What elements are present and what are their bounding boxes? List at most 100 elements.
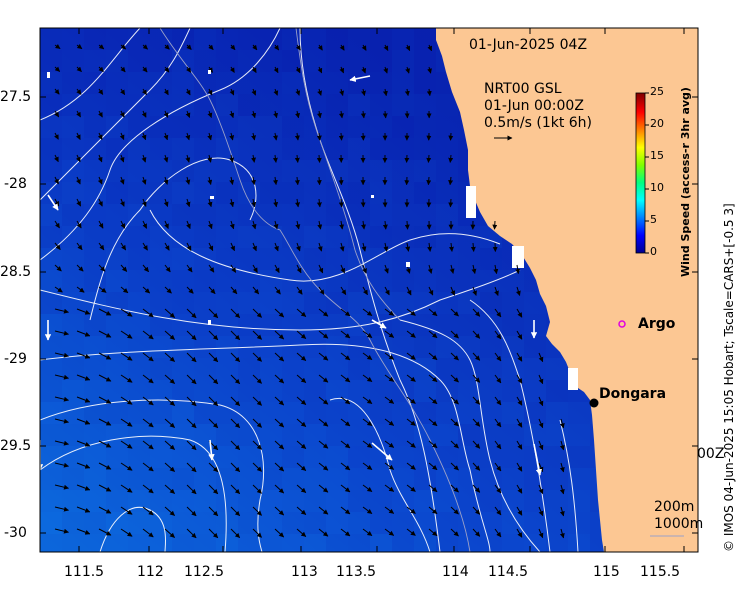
current-vector — [318, 264, 324, 274]
current-vector — [362, 528, 373, 537]
current-vector — [163, 132, 169, 141]
speed-cell — [128, 490, 150, 512]
current-vector — [208, 264, 215, 273]
speed-cell — [458, 468, 480, 490]
current-vector — [472, 352, 481, 361]
speed-cell — [172, 512, 194, 534]
speed-cell — [194, 512, 216, 534]
current-vector — [538, 528, 544, 539]
speed-cell — [106, 490, 128, 512]
current-vector — [274, 44, 280, 51]
current-vector — [361, 220, 366, 230]
speed-cell — [326, 116, 348, 138]
speed-cell — [458, 358, 480, 380]
speed-cell — [392, 204, 414, 226]
speed-cell — [348, 424, 370, 446]
speed-cell — [568, 534, 590, 552]
current-vector — [448, 198, 454, 208]
current-vector — [318, 418, 329, 427]
speed-cell — [260, 138, 282, 160]
current-vector — [340, 528, 351, 537]
current-vector — [186, 264, 193, 273]
speed-cell — [282, 512, 304, 534]
current-vector — [538, 506, 544, 517]
x-tick-label: 112.5 — [184, 564, 225, 580]
speed-cell — [304, 402, 326, 424]
current-vector — [295, 198, 300, 208]
current-vector — [208, 44, 214, 50]
current-vector — [142, 418, 154, 428]
speed-cell — [502, 424, 524, 446]
current-vector — [76, 66, 82, 72]
speed-cell — [194, 182, 216, 204]
speed-cell — [260, 270, 282, 292]
speed-cell — [304, 248, 326, 270]
current-vector — [472, 308, 481, 317]
speed-cell — [304, 358, 326, 380]
current-vector — [362, 462, 373, 471]
speed-cell — [128, 512, 150, 534]
speed-cell — [348, 28, 370, 50]
speed-cell — [282, 138, 304, 160]
speed-cell — [348, 50, 370, 72]
current-vector — [405, 44, 411, 52]
speed-cell — [238, 314, 260, 336]
speed-cell — [326, 28, 348, 50]
large-current-vector — [371, 442, 393, 461]
speed-cell — [458, 270, 480, 292]
current-vector — [230, 462, 241, 473]
current-vector — [362, 396, 373, 405]
speed-cell — [436, 358, 458, 380]
speed-cell — [62, 94, 84, 116]
current-vector — [538, 374, 544, 385]
speed-cell — [348, 446, 370, 468]
speed-cell — [106, 50, 128, 72]
current-vector — [142, 374, 154, 384]
current-vector — [142, 528, 154, 538]
speed-cell — [106, 446, 128, 468]
current-vector — [141, 132, 147, 141]
current-vector — [406, 440, 416, 448]
speed-cell — [348, 138, 370, 160]
speed-cell — [348, 402, 370, 424]
current-vector — [186, 286, 194, 294]
current-vector — [405, 242, 411, 252]
speed-cell — [150, 402, 172, 424]
current-vector — [383, 44, 389, 51]
current-vector — [427, 242, 433, 252]
current-vector — [230, 528, 241, 539]
current-vector — [252, 308, 262, 318]
speed-cell — [106, 204, 128, 226]
current-vector — [186, 352, 197, 363]
current-vector — [274, 440, 285, 450]
speed-cell — [326, 402, 348, 424]
current-vector — [186, 528, 197, 539]
speed-cell — [436, 248, 458, 270]
current-vector — [450, 352, 459, 361]
current-vector — [294, 132, 300, 141]
speed-cell — [436, 270, 458, 292]
current-vector — [186, 418, 197, 429]
speed-cell — [128, 138, 150, 160]
current-vector — [428, 286, 434, 296]
speed-cell — [524, 512, 546, 534]
speed-cell — [414, 50, 436, 72]
speed-cell — [84, 512, 106, 534]
current-vector — [559, 484, 565, 495]
speed-cell — [40, 182, 62, 204]
current-vector — [317, 220, 323, 230]
speed-cell — [546, 402, 568, 424]
current-vector — [229, 132, 235, 141]
speed-cell — [128, 402, 150, 424]
speed-cell — [480, 468, 502, 490]
current-vector — [384, 506, 395, 514]
current-vector — [450, 396, 459, 405]
current-vector — [120, 396, 133, 405]
speed-cell — [480, 402, 502, 424]
current-vector — [252, 264, 258, 273]
current-vector — [274, 374, 285, 384]
x-tick-label: 113 — [291, 564, 318, 580]
current-vector — [54, 374, 69, 380]
speed-cell — [282, 402, 304, 424]
speed-cell — [62, 336, 84, 358]
